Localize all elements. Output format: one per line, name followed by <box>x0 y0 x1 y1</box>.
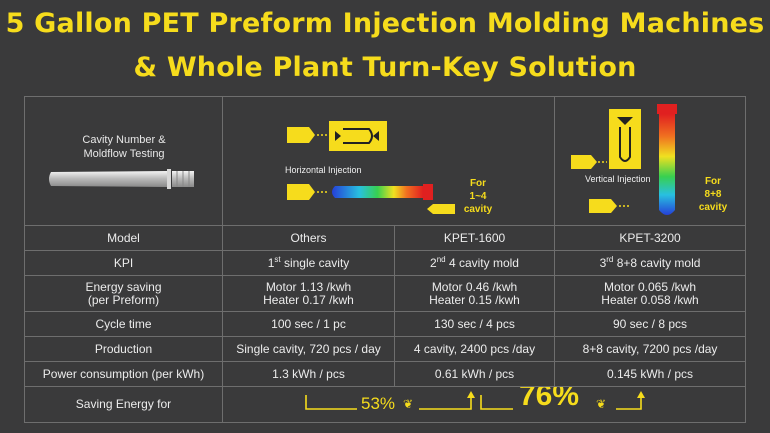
kpi-kpet-3200: 3rd 8+8 cavity mold <box>554 250 746 276</box>
model-kpet-3200: KPET-3200 <box>554 225 746 251</box>
kpi-1600-sup: nd <box>436 254 446 264</box>
row-label-model: Model <box>24 225 223 251</box>
cycle-kpet-1600: 130 sec / 4 pcs <box>394 311 555 337</box>
row-label-saving: Saving Energy for <box>24 386 223 423</box>
power-kpet-3200: 0.145 kWh / pcs <box>554 361 746 387</box>
power-kpet-1600: 0.61 kWh / pcs <box>394 361 555 387</box>
vertical-preform-gradient <box>657 104 677 215</box>
table-row-kpi: KPI 1st single cavity 2nd 4 cavity mold … <box>24 250 746 276</box>
kpi-kpet-1600: 2nd 4 cavity mold <box>394 250 555 276</box>
kpi-3200-sup: rd <box>606 254 614 264</box>
kpi-1600-num: 2 <box>430 255 437 270</box>
saving-brackets <box>305 391 645 410</box>
energy-kpet-3200: Motor 0.065 /kwh Heater 0.058 /kwh <box>554 275 746 312</box>
leaf-icon: ❦ <box>596 397 607 411</box>
cycle-kpet-3200: 90 sec / 8 pcs <box>554 311 746 337</box>
table-row-model: Model Others KPET-1600 KPET-3200 <box>24 225 746 251</box>
kpi-1600-text: 4 cavity mold <box>445 255 519 270</box>
horizontal-preform-gradient <box>287 184 455 214</box>
horizontal-for-line-2: 1~4 <box>469 191 487 202</box>
row-label-energy: Energy saving (per Preform) <box>24 275 223 312</box>
energy-1600-motor: Motor 0.46 /kwh <box>431 279 518 294</box>
production-kpet-3200: 8+8 cavity, 7200 pcs /day <box>554 336 746 362</box>
vertical-cavity-note: For 8+8 cavity <box>693 175 733 214</box>
cavity-caption-line-2: Moldflow Testing <box>83 148 165 160</box>
horizontal-injection-diagram <box>287 121 387 151</box>
vertical-for-line-3: cavity <box>698 202 728 213</box>
horizontal-cavity-note: For 1~4 cavity <box>458 177 498 216</box>
row-label-kpi: KPI <box>24 250 223 276</box>
energy-3200-motor: Motor 0.065 /kwh <box>603 279 697 294</box>
energy-others: Motor 1.13 /kwh Heater 0.17 /kwh <box>222 275 395 312</box>
table-row-production: Production Single cavity, 720 pcs / day … <box>24 336 746 362</box>
energy-label-line-2: (per Preform) <box>87 292 160 307</box>
model-kpet-1600: KPET-1600 <box>394 225 555 251</box>
kpi-3200-text: 8+8 cavity mold <box>613 255 701 270</box>
horizontal-injection-label: Horizontal Injection <box>285 165 362 175</box>
vertical-injection-cell: Vertical Injection For 8+8 cavity <box>554 96 746 226</box>
kpi-others: 1st single cavity <box>222 250 395 276</box>
energy-others-heater: Heater 0.17 /kwh <box>263 292 354 307</box>
vertical-for-line-1: For <box>704 176 722 187</box>
energy-others-motor: Motor 1.13 /kwh <box>265 279 352 294</box>
kpi-others-sup: st <box>274 254 281 264</box>
table-row-cycle: Cycle time 100 sec / 1 pc 130 sec / 4 pc… <box>24 311 746 337</box>
horizontal-for-line-1: For <box>469 178 487 189</box>
table-row-power: Power consumption (per kWh) 1.3 kWh / pc… <box>24 361 746 387</box>
horizontal-for-line-3: cavity <box>463 204 493 215</box>
vertical-for-line-2: 8+8 <box>704 189 722 200</box>
spec-table: Cavity Number & Moldflow Testing <box>24 96 746 423</box>
horizontal-injection-cell: Horizontal Injection For 1~4 ca <box>222 96 555 226</box>
table-row-saving: Saving Energy for 53% ❦ 76% ❦ <box>24 386 746 423</box>
power-others: 1.3 kWh / pcs <box>222 361 395 387</box>
saving-percent-kpet-3200: 76% <box>519 386 580 412</box>
kpi-others-num: 1 <box>267 255 275 270</box>
energy-label-line-1: Energy saving <box>85 279 162 294</box>
energy-3200-heater: Heater 0.058 /kwh <box>601 292 699 307</box>
kpi-3200-num: 3 <box>599 255 607 270</box>
production-others: Single cavity, 720 pcs / day <box>222 336 395 362</box>
row-label-cycle: Cycle time <box>24 311 223 337</box>
table-row-header: Cavity Number & Moldflow Testing <box>24 96 746 226</box>
saving-cell: 53% ❦ 76% ❦ <box>222 386 746 423</box>
production-kpet-1600: 4 cavity, 2400 pcs /day <box>394 336 555 362</box>
cavity-testing-cell: Cavity Number & Moldflow Testing <box>24 96 223 226</box>
page-title-line-2: & Whole Plant Turn-Key Solution <box>133 52 637 83</box>
preform-image <box>49 169 194 189</box>
page-title-line-1: 5 Gallon PET Preform Injection Molding M… <box>5 8 765 39</box>
cavity-caption-line-1: Cavity Number & <box>82 134 166 146</box>
energy-1600-heater: Heater 0.15 /kwh <box>429 292 520 307</box>
model-others: Others <box>222 225 395 251</box>
leaf-icon: ❦ <box>403 397 414 411</box>
energy-kpet-1600: Motor 0.46 /kwh Heater 0.15 /kwh <box>394 275 555 312</box>
row-label-power: Power consumption (per kWh) <box>24 361 223 387</box>
vertical-injection-diagram <box>571 109 641 213</box>
row-label-production: Production <box>24 336 223 362</box>
vertical-injection-label: Vertical Injection <box>585 174 651 184</box>
kpi-others-text: single cavity <box>280 255 350 270</box>
saving-percent-kpet-1600: 53% <box>361 394 396 413</box>
cycle-others: 100 sec / 1 pc <box>222 311 395 337</box>
table-row-energy: Energy saving (per Preform) Motor 1.13 /… <box>24 275 746 312</box>
